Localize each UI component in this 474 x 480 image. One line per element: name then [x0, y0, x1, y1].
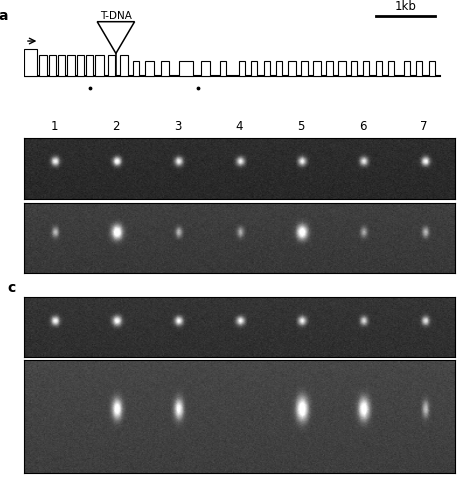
Bar: [388, 62, 394, 77]
Bar: [95, 56, 104, 77]
Bar: [39, 56, 47, 77]
Text: c: c: [7, 280, 16, 294]
Bar: [220, 62, 226, 77]
Bar: [376, 62, 382, 77]
Text: 1kb: 1kb: [394, 0, 416, 13]
Bar: [404, 62, 410, 77]
Bar: [24, 49, 37, 77]
Bar: [58, 56, 65, 77]
Bar: [77, 56, 84, 77]
Bar: [120, 56, 128, 77]
Bar: [416, 62, 422, 77]
Bar: [201, 62, 210, 77]
Bar: [428, 62, 435, 77]
Bar: [108, 56, 115, 77]
Bar: [326, 62, 333, 77]
Polygon shape: [97, 23, 135, 54]
Bar: [238, 62, 245, 77]
Bar: [161, 62, 170, 77]
Bar: [276, 62, 282, 77]
Bar: [133, 62, 139, 77]
Bar: [49, 56, 56, 77]
Bar: [338, 62, 346, 77]
Bar: [145, 62, 154, 77]
Text: 4: 4: [236, 120, 243, 133]
Text: 3: 3: [174, 120, 182, 133]
Bar: [180, 62, 193, 77]
Bar: [86, 56, 93, 77]
Bar: [251, 62, 257, 77]
Text: 1: 1: [51, 120, 58, 133]
Bar: [264, 62, 270, 77]
Text: 2: 2: [112, 120, 120, 133]
Bar: [351, 62, 357, 77]
Bar: [289, 62, 296, 77]
Text: a: a: [0, 9, 8, 23]
Text: 6: 6: [359, 120, 366, 133]
Bar: [301, 62, 309, 77]
Text: 7: 7: [420, 120, 428, 133]
Bar: [313, 62, 321, 77]
Bar: [67, 56, 75, 77]
Text: T-DNA: T-DNA: [100, 11, 132, 21]
Bar: [363, 62, 369, 77]
Text: 5: 5: [297, 120, 305, 133]
